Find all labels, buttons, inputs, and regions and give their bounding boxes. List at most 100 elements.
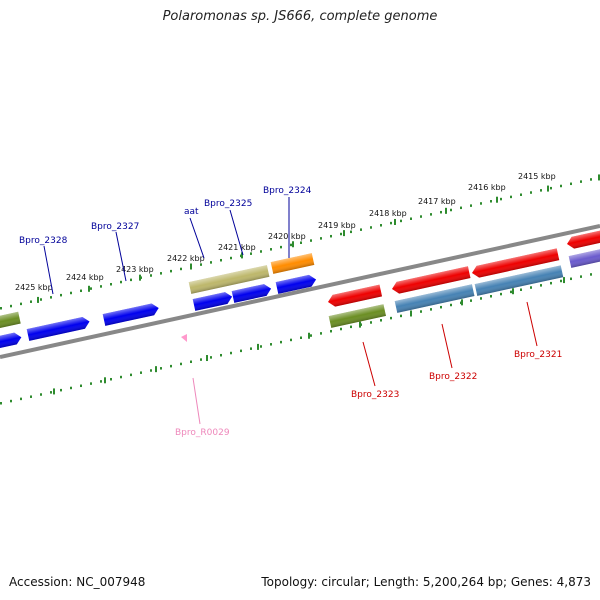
- scale-dot: [170, 364, 172, 368]
- scale-dot: [450, 208, 452, 212]
- gene-label-bpro-2327[interactable]: Bpro_2327: [91, 222, 139, 232]
- gene-arrow[interactable]: [188, 265, 270, 294]
- gene-label-bpro-2322[interactable]: Bpro_2322: [429, 372, 477, 382]
- scale-dot: [540, 284, 542, 287]
- scale-dot: [560, 184, 562, 188]
- scale-dot: [570, 182, 572, 186]
- scale-dot: [460, 206, 462, 210]
- scale-dot: [60, 293, 62, 297]
- scale-dot: [210, 356, 212, 359]
- gene-arrow[interactable]: [471, 248, 560, 278]
- gene-arrow[interactable]: [327, 284, 383, 308]
- scale-dot: [430, 308, 432, 311]
- scale-dot: [220, 258, 222, 262]
- scale-dot: [130, 373, 132, 377]
- scale-dot: [420, 215, 422, 218]
- scale-dot: [210, 261, 212, 264]
- label-leader-line: [362, 341, 376, 387]
- scale-dot: [320, 332, 322, 335]
- scale-dot: [250, 347, 252, 350]
- scale-dot: [260, 345, 262, 348]
- scale-dot: [350, 230, 352, 234]
- gene-arrow[interactable]: [568, 247, 600, 268]
- gene-arrow[interactable]: [102, 302, 160, 326]
- scale-dot: [30, 300, 32, 303]
- scale-dot: [70, 386, 72, 390]
- gene-label-bpro-2323[interactable]: Bpro_2323: [351, 390, 399, 400]
- gene-arrow[interactable]: [391, 266, 471, 295]
- scale-dot: [330, 234, 332, 238]
- tick-label: 2420 kbp: [268, 232, 306, 241]
- scale-dot: [230, 351, 232, 355]
- scale-dot: [20, 397, 22, 401]
- gene-label-bpro-2321[interactable]: Bpro_2321: [514, 350, 562, 360]
- gene-arrow[interactable]: [0, 331, 23, 349]
- gene-arrow[interactable]: [26, 316, 91, 341]
- gene-arrow[interactable]: [474, 265, 564, 296]
- gene-features: [0, 228, 600, 349]
- scale-dot: [200, 263, 202, 266]
- scale-major-tick: [461, 299, 463, 306]
- scale-dot: [510, 290, 512, 294]
- gene-label-bpro-2328[interactable]: Bpro_2328: [19, 236, 68, 246]
- gene-arrow[interactable]: [275, 274, 318, 294]
- scale-dot: [140, 371, 142, 374]
- scale-dot: [500, 197, 502, 201]
- scale-dot: [280, 245, 282, 249]
- gene-arrow[interactable]: [566, 228, 600, 250]
- scale-dot: [20, 302, 22, 306]
- scale-dot: [250, 252, 252, 255]
- gene-labels: Bpro_2328 Bpro_2327 aat Bpro_2325 Bpro_2…: [19, 186, 562, 438]
- scale-dot: [100, 285, 102, 288]
- scale-dot: [90, 287, 92, 290]
- scale-dot: [590, 273, 592, 276]
- scale-dot: [220, 353, 222, 357]
- gene-arrow[interactable]: [231, 283, 273, 303]
- gene-label-bpro-2325[interactable]: Bpro_2325: [204, 199, 252, 209]
- gene-arrow[interactable]: [0, 311, 21, 329]
- tick-label: 2421 kbp: [218, 243, 256, 252]
- scale-dot: [350, 325, 352, 329]
- label-leader-line: [192, 377, 201, 425]
- scale-dot: [560, 279, 562, 283]
- gene-arrow[interactable]: [328, 304, 386, 328]
- scale-dot: [340, 327, 342, 331]
- label-leader-line: [229, 209, 244, 256]
- scale-dot: [400, 219, 402, 223]
- gene-arrow[interactable]: [394, 284, 475, 313]
- scale-major-tick: [547, 185, 549, 192]
- scale-major-tick: [598, 174, 600, 181]
- scale-dot: [110, 377, 112, 381]
- gene-arrow[interactable]: [270, 253, 315, 274]
- scale-dot: [180, 267, 182, 271]
- scale-dot: [90, 382, 92, 385]
- scale-dot: [50, 391, 52, 394]
- scale-dot: [40, 393, 42, 396]
- scale-dot: [380, 224, 382, 227]
- gene-label-bpro-r0029[interactable]: Bpro_R0029: [175, 428, 230, 438]
- scale-major-tick: [496, 196, 498, 203]
- scale-dot: [230, 256, 232, 260]
- scale-dot: [100, 380, 102, 383]
- map-title: Polaromonas sp. JS666, complete genome: [162, 9, 438, 24]
- scale-dot: [440, 210, 442, 214]
- scale-dot: [290, 338, 292, 342]
- scale-dot: [520, 193, 522, 196]
- scale-major-tick: [155, 366, 157, 373]
- tick-label: 2424 kbp: [66, 273, 104, 282]
- tick-label: 2417 kbp: [418, 197, 456, 206]
- rna-feature-marker[interactable]: [181, 334, 187, 342]
- scale-dot: [510, 195, 512, 199]
- gene-label-aat[interactable]: aat: [184, 207, 199, 217]
- scale-dot: [80, 289, 82, 293]
- gene-label-bpro-2324[interactable]: Bpro_2324: [263, 186, 312, 196]
- scale-dot: [380, 319, 382, 322]
- scale-dot: [150, 369, 152, 372]
- scale-dot: [40, 298, 42, 301]
- scale-dot: [370, 226, 372, 229]
- scale-dot: [10, 304, 12, 308]
- tick-label: 2418 kbp: [369, 209, 407, 218]
- scale-dot: [490, 295, 492, 298]
- scale-dot: [60, 388, 62, 392]
- gene-arrow[interactable]: [192, 291, 234, 311]
